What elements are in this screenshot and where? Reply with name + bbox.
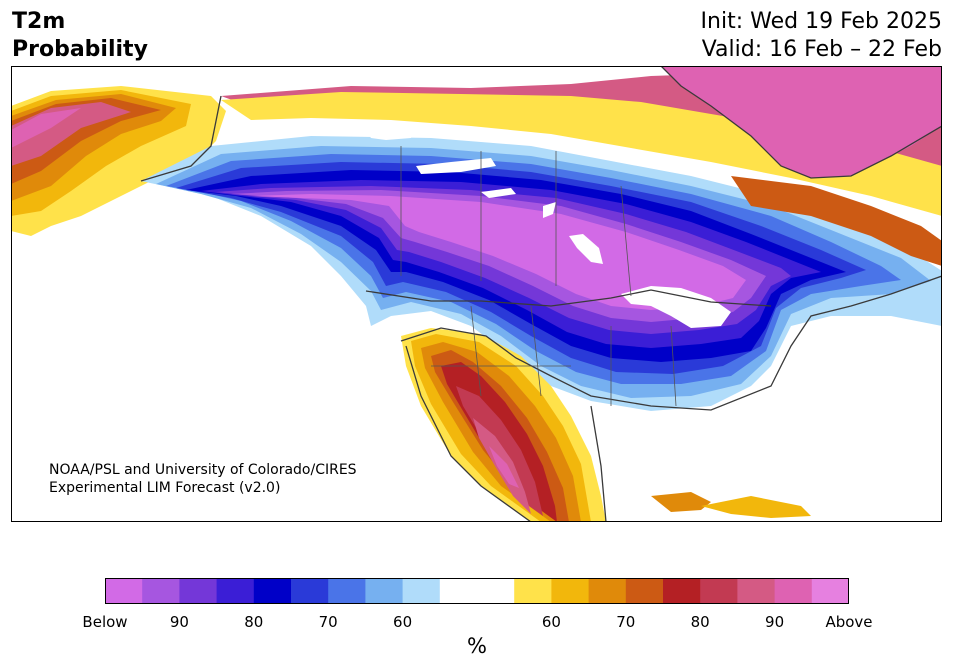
colorbar-cell	[179, 578, 218, 604]
colorbar-tick-label: 80	[244, 613, 264, 631]
colorbar-cell	[551, 578, 590, 604]
colorbar-cell	[402, 578, 441, 604]
colorbar-cell	[663, 578, 701, 604]
colorbar-cell	[216, 578, 255, 604]
colorbar-cell	[737, 578, 776, 604]
credit-line-2: Experimental LIM Forecast (v2.0)	[49, 480, 281, 496]
colorbar-cell	[700, 578, 738, 604]
colorbar-tick-label: 60	[541, 613, 561, 631]
colorbar-tick-label: Above	[825, 613, 873, 631]
credit-text: NOAA/PSL and University of Colorado/CIRE…	[49, 461, 357, 497]
colorbar-cell	[291, 578, 329, 604]
init-date: Init: Wed 19 Feb 2025	[700, 9, 942, 34]
colorbar-unit: %	[467, 634, 487, 658]
colorbar-tick-label: 60	[393, 613, 413, 631]
valid-range: Valid: 16 Feb – 22 Feb	[701, 37, 942, 62]
colorbar-cell	[514, 578, 552, 604]
colorbar-cell	[588, 578, 627, 604]
caribbean-warm-region	[651, 492, 711, 512]
colorbar-cell	[328, 578, 366, 604]
colorbar-cell	[625, 578, 664, 604]
colorbar-cell	[477, 578, 515, 604]
title-type: Probability	[12, 37, 148, 62]
colorbar-tick-label: Below	[82, 613, 128, 631]
colorbar-cell	[365, 578, 404, 604]
map-title: T2m Probability	[12, 8, 148, 64]
colorbar-tick-label: 90	[169, 613, 189, 631]
probability-map	[11, 66, 942, 522]
colorbar-cell	[105, 578, 143, 604]
colorbar-tick-label: 70	[616, 613, 636, 631]
colorbar-cell	[253, 578, 292, 604]
colorbar-tick-label: 80	[690, 613, 710, 631]
colorbar-cell	[439, 578, 478, 604]
colorbar	[105, 578, 849, 604]
state-borders	[400, 146, 677, 407]
colorbar-tick-label: 90	[765, 613, 785, 631]
colorbar-cell	[811, 578, 849, 604]
title-variable: T2m	[12, 9, 66, 34]
greenland-warm-region	[661, 66, 942, 178]
colorbar-cell	[774, 578, 813, 604]
credit-line-1: NOAA/PSL and University of Colorado/CIRE…	[49, 462, 357, 478]
colorbar-tick-label: 70	[318, 613, 338, 631]
country-borders	[140, 66, 942, 522]
colorbar-cell	[142, 578, 180, 604]
forecast-dates: Init: Wed 19 Feb 2025 Valid: 16 Feb – 22…	[701, 8, 942, 64]
